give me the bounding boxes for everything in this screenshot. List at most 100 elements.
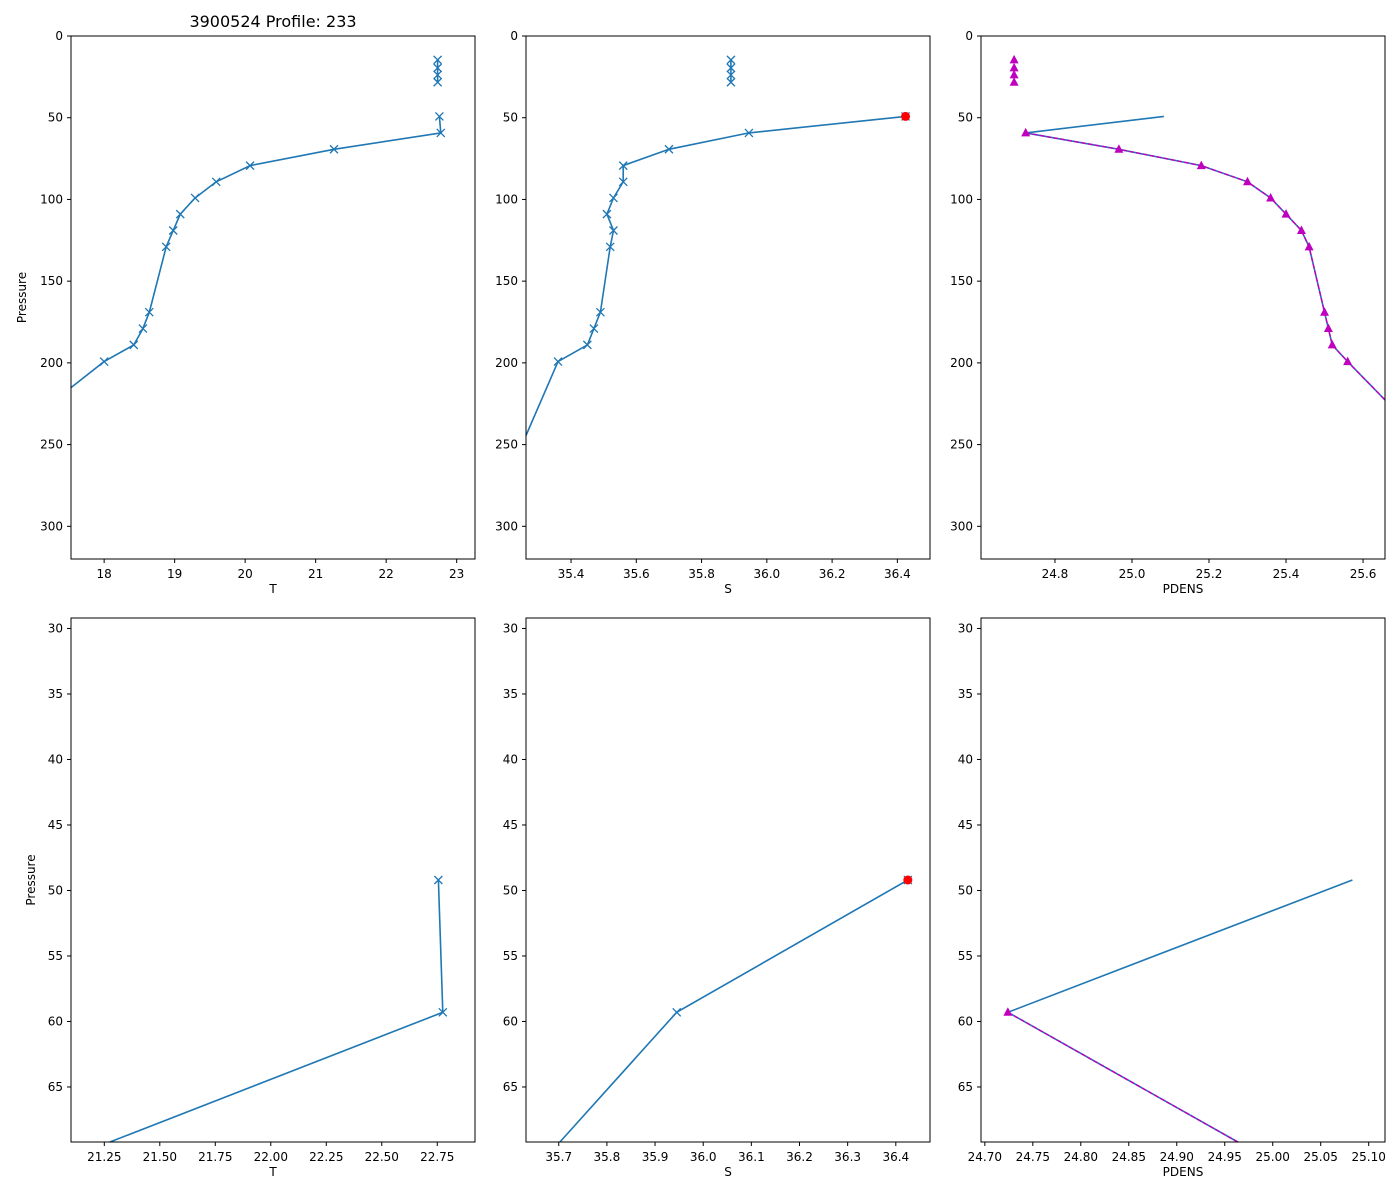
- x-axis-label: PDENS: [1163, 1165, 1204, 1179]
- data-point-marker: [433, 55, 443, 65]
- filtered-point-marker: [1003, 1007, 1013, 1016]
- x-axis-label: T: [268, 582, 277, 596]
- filtered-point-marker: [1009, 62, 1019, 72]
- x-tick-label: 36.0: [690, 1150, 717, 1164]
- y-tick-label: 100: [495, 192, 518, 206]
- data-point-marker: [211, 177, 221, 187]
- data-point-marker: [589, 324, 599, 334]
- y-tick-label: 250: [950, 438, 973, 452]
- subplot-pdens-zoom: 24.70 24.75 24.80 24.85 24.90 24.95 25.00 25.05…: [958, 617, 1386, 1179]
- data-point-marker: [190, 193, 200, 203]
- bad-qc-point: [901, 111, 911, 121]
- filtered-point-marker: [1009, 77, 1019, 86]
- x-tick-label: 25.4: [1273, 567, 1300, 581]
- filtered-point-marker: [1296, 225, 1306, 234]
- x-tick-label: 36.2: [819, 567, 846, 581]
- axes-frame: [70, 617, 476, 1143]
- y-tick-label: 50: [48, 111, 63, 125]
- x-tick-label: 35.7: [545, 1150, 572, 1164]
- y-tick-label: 40: [503, 752, 518, 766]
- data-point-marker: [726, 70, 736, 80]
- data-point-marker: [618, 161, 628, 171]
- x-tick-label: 22.75: [420, 1150, 454, 1164]
- data-point-marker: [595, 307, 605, 317]
- filtered-point-marker: [1243, 176, 1253, 186]
- y-tick-label: 60: [503, 1014, 518, 1028]
- chart-title: 3900524 Profile: 233: [189, 12, 356, 31]
- x-tick-label: 24.70: [968, 1150, 1002, 1164]
- x-tick-label: 35.8: [688, 567, 715, 581]
- x-tick-label: 24.80: [1064, 1150, 1098, 1164]
- s-line: [525, 115, 906, 436]
- x-tick-label: 21.75: [198, 1150, 232, 1164]
- plot-area: [70, 55, 446, 389]
- y-tick-label: 35: [503, 687, 518, 701]
- filtered-point-marker: [1266, 192, 1276, 202]
- data-point-marker: [664, 144, 674, 154]
- y-tick-label: 50: [48, 883, 63, 897]
- data-point-marker: [602, 209, 612, 219]
- data-point-marker: [138, 324, 148, 334]
- subplot-pdens-full: 24.8 25.0 25.2 25.4 25.6 0 50 100 150 200 250 300 PD…: [950, 29, 1386, 596]
- axes-frame: [70, 35, 476, 560]
- x-tick-label: 22: [379, 567, 394, 581]
- y-tick-label: 45: [958, 818, 973, 832]
- y-axis-label: Pressure: [24, 854, 38, 905]
- x-tick-label: 21.50: [143, 1150, 177, 1164]
- data-point-marker: [144, 307, 154, 317]
- subplot-s-zoom: 35.7 35.8 35.9 36.0 36.1 36.2 36.3 36.4 30 35 40 45…: [503, 617, 931, 1179]
- x-tick-label: 24.75: [1016, 1150, 1050, 1164]
- y-tick-label: 150: [950, 274, 973, 288]
- subplots: 18 19 20 21 22 23050100150200250300TPressure3…: [15, 29, 1386, 1179]
- plot-area: [525, 55, 911, 436]
- data-point-marker: [582, 340, 592, 350]
- data-point-marker: [553, 357, 563, 367]
- y-tick-label: 250: [495, 438, 518, 452]
- y-tick-label: 50: [958, 111, 973, 125]
- pdens-filtered-line: [1007, 1011, 1239, 1143]
- data-point-marker: [433, 77, 443, 87]
- data-point-marker: [168, 226, 178, 235]
- x-tick-label: 36.2: [786, 1150, 813, 1164]
- filtered-point-marker: [1114, 144, 1124, 153]
- y-tick-label: 45: [48, 818, 63, 832]
- x-tick-label: 19: [167, 567, 182, 581]
- x-tick-label: 20: [238, 567, 253, 581]
- axes-frame: [525, 35, 931, 560]
- axes-frame: [980, 617, 1386, 1143]
- plot-area: [1003, 879, 1353, 1143]
- y-tick-label: 55: [958, 949, 973, 963]
- x-tick-label: 36.1: [738, 1150, 765, 1164]
- y-tick-label: 0: [510, 29, 518, 43]
- x-tick-label: 35.9: [642, 1150, 669, 1164]
- y-tick-label: 65: [48, 1080, 63, 1094]
- x-tick-label: 35.8: [594, 1150, 621, 1164]
- x-tick-label: 24.85: [1112, 1150, 1146, 1164]
- data-point-marker: [129, 340, 139, 350]
- y-tick-label: 55: [48, 949, 63, 963]
- data-point-marker: [329, 144, 339, 154]
- x-axis-label: S: [724, 582, 732, 596]
- x-axis-label: T: [268, 1165, 277, 1179]
- plot-area: [559, 875, 913, 1143]
- y-tick-label: 250: [40, 438, 63, 452]
- data-point-marker: [672, 1007, 682, 1017]
- y-tick-label: 300: [950, 519, 973, 533]
- x-tick-label: 35.4: [558, 567, 585, 581]
- y-tick-label: 50: [503, 111, 518, 125]
- axes-frame: [525, 617, 931, 1143]
- data-point-marker: [436, 128, 446, 138]
- filtered-point-marker: [1320, 307, 1330, 316]
- subplot-t-zoom: 21.25 21.50 21.75 22.00 22.25 22.50 22.75 30 35 4…: [24, 617, 476, 1179]
- x-tick-label: 22.50: [365, 1150, 399, 1164]
- filtered-point-marker: [1009, 69, 1019, 79]
- x-tick-label: 22.25: [309, 1150, 343, 1164]
- filtered-point-marker: [1009, 54, 1019, 64]
- x-axis-label: PDENS: [1163, 582, 1204, 596]
- filtered-point-marker: [1196, 160, 1206, 170]
- data-point-marker: [433, 70, 443, 80]
- y-tick-label: 200: [950, 356, 973, 370]
- y-tick-label: 300: [40, 519, 63, 533]
- x-tick-label: 18: [96, 567, 111, 581]
